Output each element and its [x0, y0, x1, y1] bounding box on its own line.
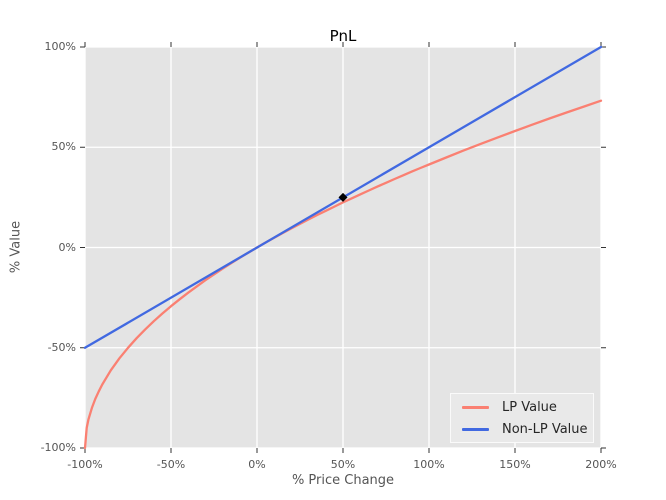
legend-line-swatch	[462, 405, 489, 409]
x-tick-label: -50%	[156, 458, 186, 471]
legend-line-swatch	[462, 427, 489, 431]
y-tick-label: 100%	[44, 40, 76, 53]
legend-entry: LP Value	[462, 400, 593, 415]
legend-entry: Non-LP Value	[462, 422, 593, 437]
legend-label: LP Value	[502, 399, 557, 415]
legend: LP Value Non-LP Value	[450, 393, 594, 443]
x-tick-label: 0%	[248, 458, 266, 471]
x-tick-label: 50%	[330, 458, 356, 471]
x-tick-label: -100%	[67, 458, 103, 471]
y-tick-label: -50%	[47, 340, 76, 354]
x-tick-label: 100%	[413, 458, 445, 471]
legend-label: Non-LP Value	[502, 421, 588, 437]
intersection-marker	[338, 192, 348, 202]
y-tick-label: 50%	[51, 140, 76, 154]
x-axis-label: % Price Change	[291, 473, 395, 488]
y-tick-label: 0%	[58, 240, 76, 254]
x-tick-label: 150%	[499, 458, 531, 471]
y-tick-label: -100%	[40, 441, 76, 454]
x-tick-label: 200%	[585, 458, 617, 471]
chart-title: PnL	[329, 27, 357, 45]
